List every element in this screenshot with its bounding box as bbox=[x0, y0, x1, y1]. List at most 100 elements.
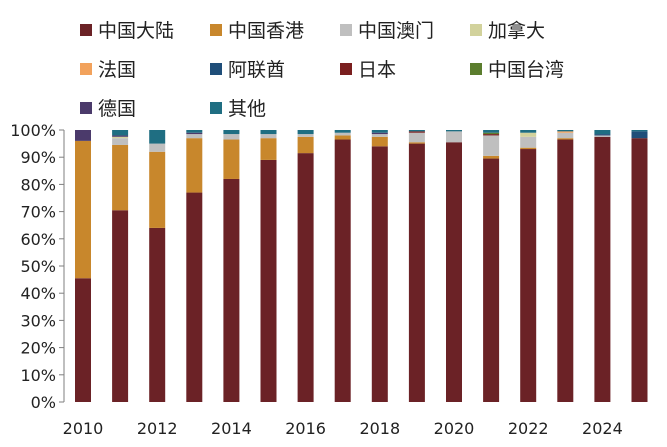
bar-segment bbox=[149, 227, 166, 402]
bar-segment bbox=[334, 130, 351, 133]
legend-swatch bbox=[470, 24, 482, 36]
bar-segment bbox=[112, 210, 129, 402]
y-tick-label: 40% bbox=[20, 284, 56, 303]
bar-segment bbox=[260, 138, 277, 160]
x-tick-label: 2014 bbox=[211, 419, 252, 438]
legend-label: 其他 bbox=[228, 98, 266, 120]
bar-segment bbox=[631, 131, 648, 139]
x-tick-label: 2022 bbox=[508, 419, 549, 438]
bar-segment bbox=[149, 151, 166, 228]
legend-swatch bbox=[210, 102, 222, 114]
bar-segment bbox=[408, 132, 425, 143]
bar-segment bbox=[112, 130, 129, 136]
bar-segment bbox=[186, 132, 203, 135]
bar-segment bbox=[557, 139, 574, 402]
x-tick-label: 2024 bbox=[582, 419, 623, 438]
y-tick-label: 30% bbox=[20, 311, 56, 330]
y-tick-label: 20% bbox=[20, 339, 56, 358]
bar-segment bbox=[520, 130, 537, 133]
bar-segment bbox=[520, 136, 537, 148]
bar-segment bbox=[408, 143, 425, 402]
bar-segment bbox=[223, 139, 240, 179]
bar-segment bbox=[557, 132, 574, 139]
bar-segment bbox=[297, 130, 314, 135]
legend-label: 加拿大 bbox=[488, 19, 545, 42]
legend-label: 中国澳门 bbox=[358, 20, 434, 42]
bar-segment bbox=[112, 144, 129, 211]
legend-swatch bbox=[210, 63, 222, 75]
bar-segment bbox=[334, 132, 351, 136]
bar-segment bbox=[594, 136, 611, 403]
legend-swatch bbox=[340, 24, 352, 36]
legend-swatch bbox=[210, 24, 222, 36]
bar-segment bbox=[594, 134, 611, 136]
bar-segment bbox=[75, 278, 91, 402]
bar-segment bbox=[594, 135, 611, 137]
bar-segment bbox=[520, 147, 537, 150]
plot-area: 0% 10% 20% 30% 40% 50% 60% 70% 80% 90% 100% 2010 201… bbox=[10, 121, 648, 438]
legend-swatch bbox=[340, 63, 352, 75]
bar-segment bbox=[297, 153, 314, 402]
bar-segment bbox=[483, 132, 500, 135]
bar-segment bbox=[483, 134, 500, 136]
legend-label: 德国 bbox=[98, 98, 136, 120]
legend-swatch bbox=[80, 102, 92, 114]
bar-segment bbox=[371, 130, 388, 133]
bar-segment bbox=[112, 135, 129, 137]
bar-segment bbox=[371, 132, 388, 135]
bar-segment bbox=[334, 135, 351, 140]
bar-segment bbox=[149, 130, 166, 144]
legend-swatch bbox=[80, 24, 92, 36]
bar-segment bbox=[371, 134, 388, 137]
bar-segment bbox=[112, 136, 129, 139]
bar-segment bbox=[186, 192, 203, 402]
bar-segment bbox=[446, 130, 462, 132]
y-tick-label: 10% bbox=[20, 366, 56, 385]
legend-swatch bbox=[80, 63, 92, 75]
bar-segment bbox=[631, 138, 648, 402]
y-tick-label: 90% bbox=[20, 148, 56, 167]
x-tick-label: 2012 bbox=[137, 419, 178, 438]
legend-label: 中国台湾 bbox=[488, 59, 564, 81]
x-tick-label: 2016 bbox=[285, 419, 326, 438]
bar-segment bbox=[186, 134, 203, 139]
bar-segment bbox=[186, 130, 203, 133]
bar-segment bbox=[223, 130, 240, 135]
bar-segment bbox=[446, 142, 462, 403]
bar-segment bbox=[75, 140, 91, 279]
bar-segment bbox=[594, 130, 611, 135]
y-tick-label: 0% bbox=[31, 393, 56, 412]
bar-segment bbox=[631, 130, 648, 132]
bar-segment bbox=[75, 130, 91, 141]
bar-segment bbox=[557, 131, 574, 133]
y-tick-label: 100% bbox=[10, 121, 56, 140]
legend-swatch bbox=[470, 63, 482, 75]
bar-segment bbox=[483, 135, 500, 156]
bar-segment bbox=[408, 131, 425, 133]
legend-label: 中国香港 bbox=[228, 20, 304, 42]
legend-label: 日本 bbox=[358, 59, 396, 81]
legend-label: 阿联酋 bbox=[228, 59, 285, 81]
legend-label: 法国 bbox=[98, 59, 136, 81]
bar-segment bbox=[260, 130, 277, 135]
bar-segment bbox=[223, 134, 240, 140]
bar-segment bbox=[520, 132, 537, 137]
y-tick-label: 70% bbox=[20, 203, 56, 222]
y-tick-label: 50% bbox=[20, 257, 56, 276]
bar-segment bbox=[260, 159, 277, 402]
bar-segment bbox=[557, 138, 574, 140]
bar-segment bbox=[297, 134, 314, 137]
x-tick-label: 2010 bbox=[63, 419, 104, 438]
bar-segment bbox=[557, 130, 574, 132]
bar-segment bbox=[446, 131, 462, 143]
y-tick-label: 80% bbox=[20, 175, 56, 194]
bar-segment bbox=[112, 138, 129, 145]
bar-segment bbox=[483, 155, 500, 159]
x-tick-label: 2018 bbox=[359, 419, 400, 438]
bar-segment bbox=[408, 142, 425, 144]
bar-segment bbox=[186, 138, 203, 193]
bar-segment bbox=[260, 134, 277, 139]
bar-segment bbox=[334, 139, 351, 402]
